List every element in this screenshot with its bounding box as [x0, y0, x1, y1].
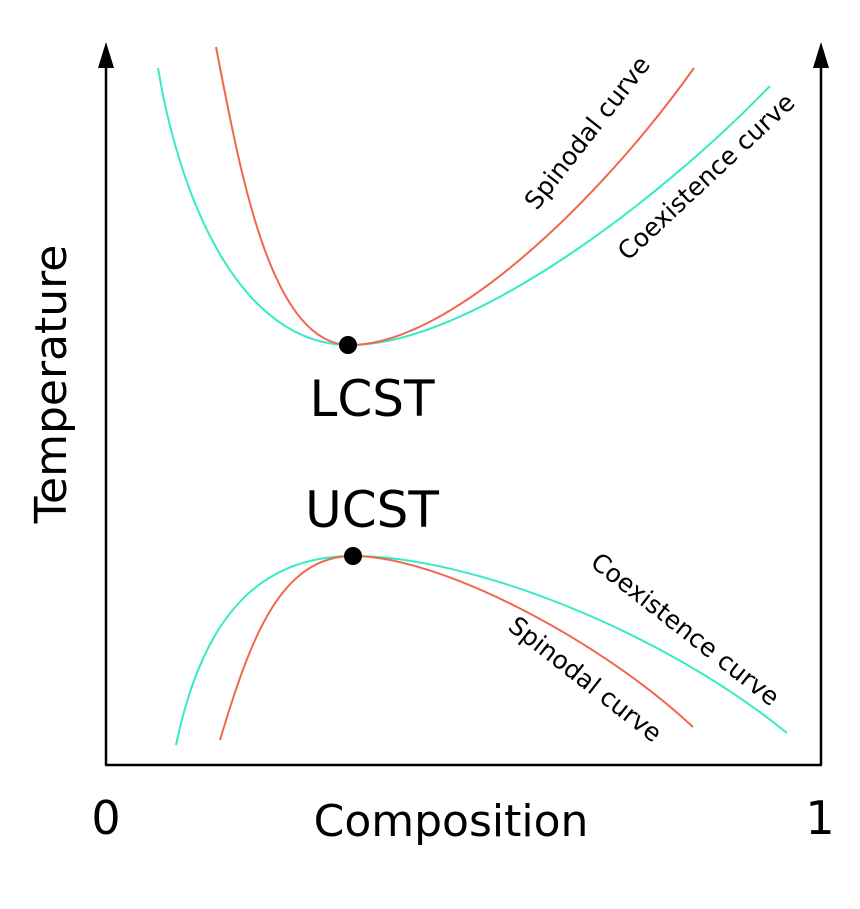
x-axis-max-label: 1	[805, 791, 834, 845]
y-axis-left-arrow	[98, 42, 114, 68]
coexistence-label-top: Coexistence curve	[612, 88, 800, 266]
y-axis-label: Temperature	[26, 245, 77, 525]
x-axis-min-label: 0	[91, 791, 120, 845]
ucst-point	[344, 547, 362, 565]
lcst-point	[339, 336, 357, 354]
lcst-label: LCST	[309, 370, 435, 428]
ucst-label: UCST	[305, 481, 439, 539]
spinodal-label-bottom: Spinodal curve	[503, 611, 667, 748]
x-axis-label: Composition	[314, 796, 589, 847]
y-axis-right-arrow	[813, 42, 829, 68]
spinodal-label-top: Spinodal curve	[519, 51, 656, 215]
